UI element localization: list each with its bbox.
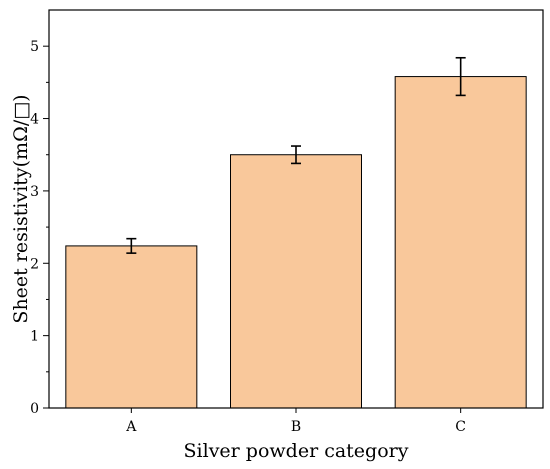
bar-C	[394, 76, 527, 409]
y-axis-title: Sheet resistivity(mΩ/□)	[10, 94, 32, 323]
y-tick-label: 3	[30, 184, 39, 200]
error-bar-C	[455, 56, 466, 97]
x-tick-label: B	[291, 419, 301, 435]
bar-B	[230, 154, 362, 409]
x-tick-label: A	[125, 419, 137, 435]
y-tick-label: 2	[30, 256, 39, 272]
y-axis-ticks: 0 1 2 3 4 5	[30, 39, 49, 417]
x-axis-ticks: A B C	[125, 408, 466, 435]
bars-layer	[65, 76, 527, 409]
error-bar-B	[291, 145, 301, 165]
y-tick-label: 5	[30, 39, 39, 55]
y-tick-label: 0	[30, 401, 39, 417]
bar-A	[65, 245, 198, 409]
y-tick-label: 1	[30, 329, 39, 345]
y-tick-label: 4	[30, 112, 39, 128]
error-bar-A	[126, 237, 137, 254]
x-axis-title: Silver powder category	[184, 440, 409, 462]
error-bars-layer	[126, 56, 466, 254]
x-tick-label: C	[455, 419, 466, 435]
